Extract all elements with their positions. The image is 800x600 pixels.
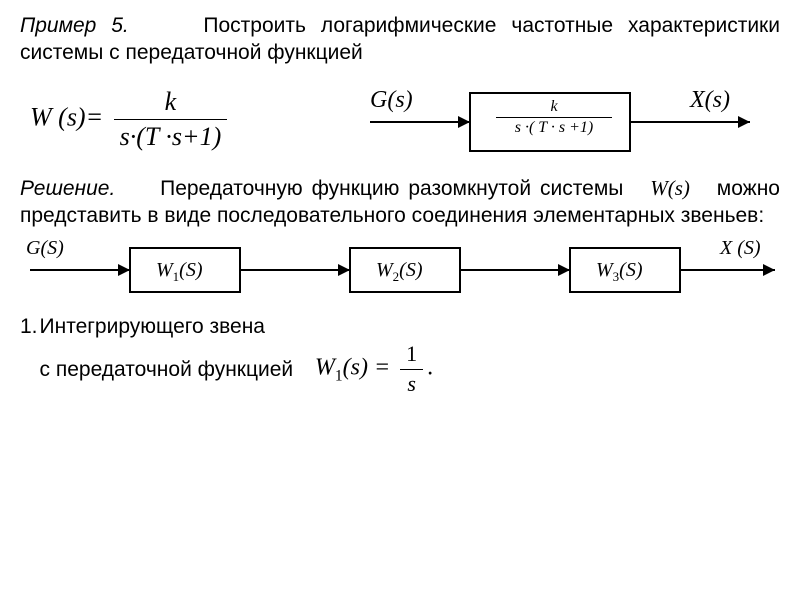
solution-text-1: Передаточную функцию разомкнутой системы bbox=[160, 177, 623, 200]
example-number: Пример 5. bbox=[20, 14, 129, 37]
list1-line2: с передаточной функцией bbox=[40, 356, 294, 383]
box-denominator: s ·( T · s +1) bbox=[496, 118, 612, 139]
block-diagram-1: G(s) X(s) k s ·( T · s +1) bbox=[320, 75, 780, 165]
title-text: Построить логарифмические частотные хара… bbox=[20, 14, 780, 64]
d2-box-3: W3(S) bbox=[596, 257, 643, 286]
list-number: 1. bbox=[20, 313, 40, 340]
d2-output-label: X (S) bbox=[720, 235, 761, 261]
box-numerator: k bbox=[496, 97, 612, 119]
formula-row-1: W (s)= k s·(T ·s+1) G(s) X(s) k s ·( T ·… bbox=[20, 75, 780, 165]
list-item-1: 1. Интегрирующего звена с передаточной ф… bbox=[20, 313, 780, 398]
solution-para: Решение. Передаточную функцию разомкнуто… bbox=[20, 175, 780, 230]
ws-symbol: W(s) bbox=[650, 176, 690, 200]
output-label: X(s) bbox=[690, 85, 730, 116]
block-diagram-2: G(S) X (S) W1(S) W2(S) W3(S) bbox=[20, 235, 780, 305]
d2-box-2: W2(S) bbox=[376, 257, 423, 286]
d2-input-label: G(S) bbox=[26, 235, 64, 261]
example-title: Пример 5. Построить логарифмические част… bbox=[20, 12, 780, 67]
transfer-function-formula: W (s)= k s·(T ·s+1) bbox=[30, 85, 320, 154]
formula-lhs: W (s)= bbox=[30, 103, 103, 132]
d2-box-1: W1(S) bbox=[156, 257, 203, 286]
formula-denominator: s·(T ·s+1) bbox=[114, 120, 228, 154]
list1-line1: Интегрирующего звена bbox=[40, 313, 780, 340]
input-label: G(s) bbox=[370, 85, 413, 116]
list1-formula: W1(s) = 1 s . bbox=[315, 340, 433, 398]
solution-prefix: Решение. bbox=[20, 177, 115, 200]
formula-numerator: k bbox=[114, 85, 228, 120]
